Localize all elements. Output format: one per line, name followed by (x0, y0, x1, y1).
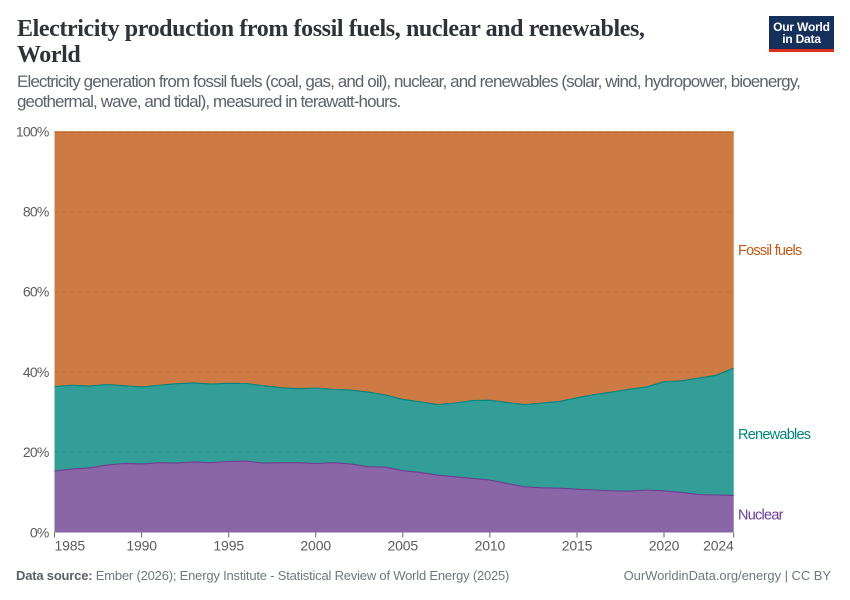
svg-text:80%: 80% (23, 204, 49, 220)
svg-text:2020: 2020 (649, 538, 680, 554)
svg-text:2000: 2000 (300, 538, 331, 554)
svg-text:100%: 100% (16, 123, 49, 139)
svg-text:2005: 2005 (388, 538, 419, 554)
svg-text:Renewables: Renewables (738, 427, 811, 443)
svg-text:1995: 1995 (213, 538, 244, 554)
svg-text:60%: 60% (23, 284, 49, 300)
svg-text:2010: 2010 (475, 538, 506, 554)
svg-text:0%: 0% (30, 524, 49, 540)
svg-text:1985: 1985 (55, 538, 86, 554)
svg-text:2015: 2015 (562, 538, 593, 554)
svg-text:20%: 20% (23, 444, 49, 460)
svg-text:Fossil fuels: Fossil fuels (738, 243, 802, 259)
svg-text:2024: 2024 (703, 538, 734, 554)
svg-text:Nuclear: Nuclear (738, 507, 784, 523)
svg-text:40%: 40% (23, 364, 49, 380)
svg-text:1990: 1990 (126, 538, 157, 554)
